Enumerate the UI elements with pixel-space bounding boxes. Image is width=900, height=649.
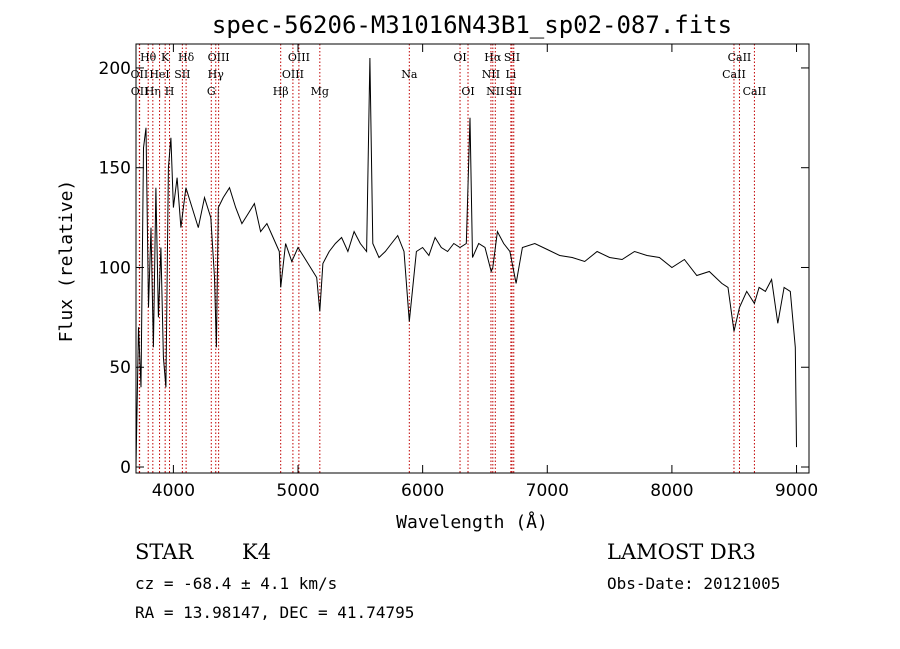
object-class: STAR <box>135 540 194 564</box>
object-subclass: K4 <box>242 540 272 564</box>
x-axis-label: Wavelength (Å) <box>396 511 548 533</box>
spectral-line-label: Mg <box>311 85 329 98</box>
spectral-line-label: OII <box>131 85 149 98</box>
spectral-line-label: Li <box>505 68 516 81</box>
y-tick-label: 200 <box>99 59 131 79</box>
redshift-cz: cz = -68.4 ± 4.1 km/s <box>135 574 338 593</box>
y-tick-label: 150 <box>99 159 131 179</box>
x-tick-label: 5000 <box>276 481 319 501</box>
y-axis-label: Flux (relative) <box>56 180 77 343</box>
obs-date: Obs-Date: 20121005 <box>607 574 781 593</box>
spectral-line-label: SII <box>504 51 520 64</box>
spectral-line-label: HeI <box>149 68 169 81</box>
y-tick-label: 0 <box>120 458 131 478</box>
spectral-line-label: OIII <box>288 51 310 64</box>
y-tick-label: 100 <box>99 258 131 278</box>
spectral-line-label: Hθ <box>140 51 157 64</box>
spectral-line-label: K <box>161 51 170 64</box>
series-group <box>135 57 797 468</box>
x-axis: 4000 5000 6000 7000 8000 9000 <box>152 44 818 501</box>
spectral-line-label: OI <box>461 85 474 98</box>
spectral-line-label: Hγ <box>208 68 225 81</box>
spectral-line-label: OIII <box>282 68 304 81</box>
spectral-line-label: SII <box>506 85 522 98</box>
x-tick-label: 6000 <box>401 481 444 501</box>
spectral-line-label: H <box>165 85 175 98</box>
spectral-line-label: Hη <box>145 85 161 98</box>
chart-title: spec-56206-M31016N43B1_sp02-087.fits <box>212 11 732 39</box>
spectral-line-label: Na <box>401 68 418 81</box>
spectral-line-label: G <box>207 85 216 98</box>
spectral-line-label: OI <box>453 51 466 64</box>
spectral-line-label: NII <box>482 68 500 81</box>
x-tick-label: 8000 <box>650 481 693 501</box>
survey-name: LAMOST DR3 <box>607 540 756 564</box>
spectral-line-label: Hδ <box>178 51 195 64</box>
spectral-line-label: NII <box>486 85 504 98</box>
spectral-line-label: OIII <box>208 51 230 64</box>
spectral-line-label: CaII <box>743 85 767 98</box>
plot-frame <box>135 43 810 474</box>
y-tick-label: 50 <box>109 358 131 378</box>
ra-dec: RA = 13.98147, DEC = 41.74795 <box>135 603 415 622</box>
x-tick-label: 4000 <box>152 481 195 501</box>
y-axis: 0 50 100 150 200 <box>99 59 809 478</box>
spectral-line-label: CaII <box>728 51 752 64</box>
spectral-line-label: Hα <box>484 51 502 64</box>
spectral-line-label: OII <box>131 68 149 81</box>
spectral-line-label: Hβ <box>273 85 289 98</box>
spectral-line-label: CaII <box>722 68 746 81</box>
x-tick-label: 9000 <box>775 481 818 501</box>
spectral-line-label: SII <box>174 68 190 81</box>
x-tick-label: 7000 <box>526 481 569 501</box>
flux-series-line <box>135 57 797 468</box>
